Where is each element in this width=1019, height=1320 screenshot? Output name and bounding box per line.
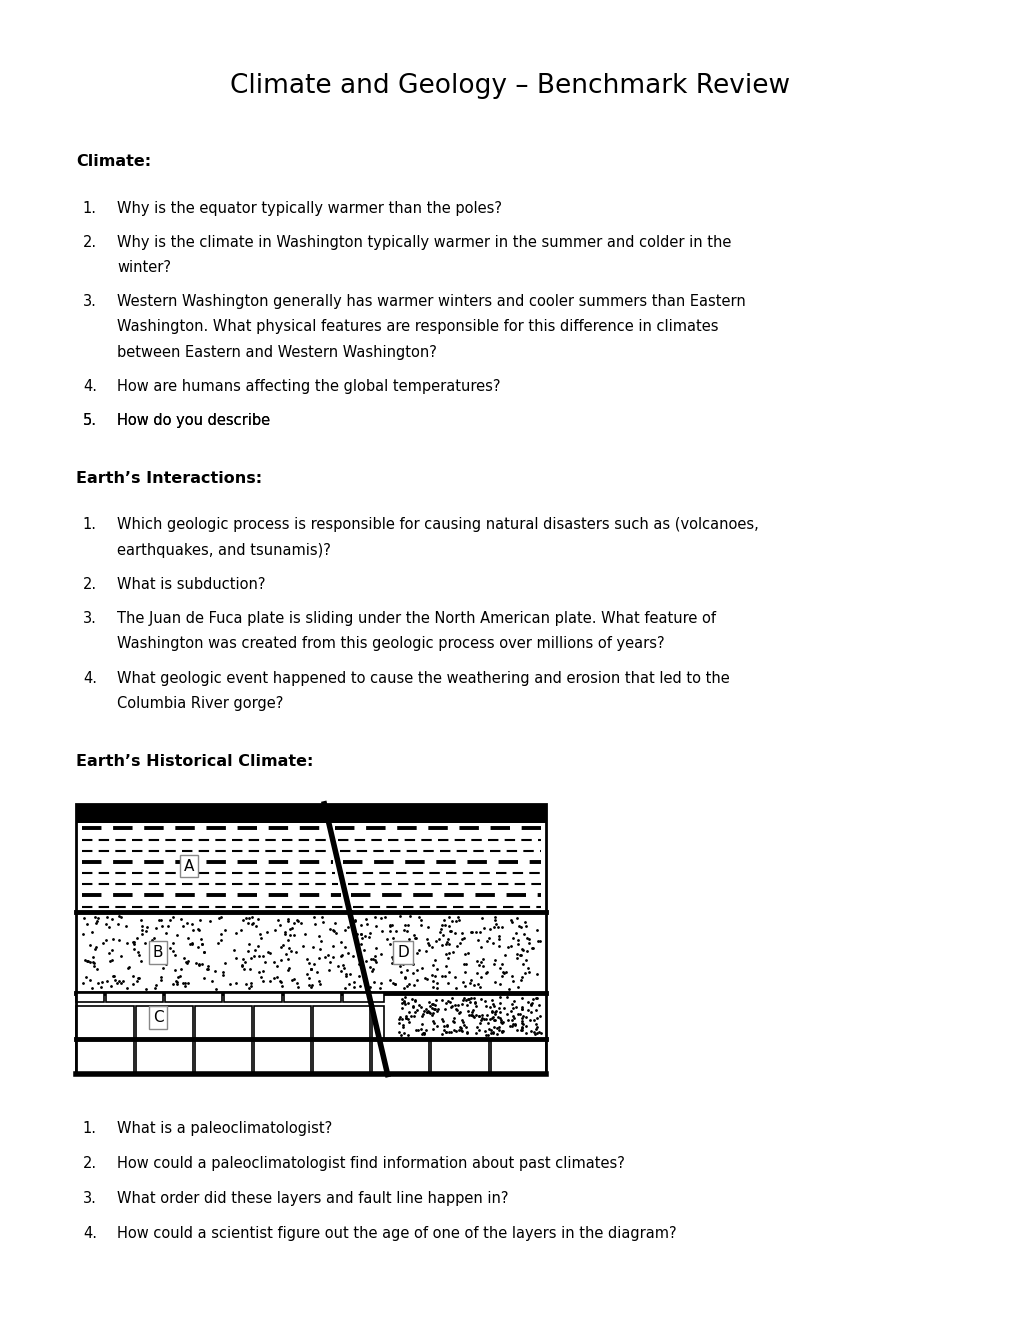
Text: How do you describe climate: How do you describe climate [117, 413, 329, 428]
Text: Columbia River gorge?: Columbia River gorge? [117, 696, 283, 710]
Bar [76, 804, 545, 1074]
Bar [283, 994, 340, 1002]
Text: Earth’s Interactions:: Earth’s Interactions: [76, 471, 262, 486]
Text: earthquakes, and tsunamis)?: earthquakes, and tsunamis)? [117, 543, 331, 557]
Text: Washington was created from this geologic process over millions of years?: Washington was created from this geologi… [117, 636, 664, 651]
Bar [106, 994, 163, 1002]
Text: Why is the equator typically warmer than the poles?: Why is the equator typically warmer than… [117, 201, 501, 215]
Bar [76, 1006, 133, 1039]
Text: Why is the climate in Washington typically warmer in the summer and colder in th: Why is the climate in Washington typical… [117, 235, 731, 249]
Text: 1.: 1. [83, 201, 97, 215]
Bar [76, 994, 545, 1039]
Text: winter?: winter? [117, 260, 171, 275]
Text: 5.: 5. [83, 413, 97, 428]
Bar [342, 994, 384, 1002]
Text: What geologic event happened to cause the weathering and erosion that led to the: What geologic event happened to cause th… [117, 671, 730, 685]
Text: A: A [183, 858, 194, 874]
Text: 4.: 4. [83, 379, 97, 393]
Bar [76, 912, 545, 994]
Bar [76, 994, 104, 1002]
Bar [136, 1006, 193, 1039]
Bar [76, 1039, 133, 1074]
Text: 2.: 2. [83, 577, 97, 591]
Text: 3.: 3. [83, 1191, 97, 1206]
Text: Climate and Geology – Benchmark Review: Climate and Geology – Benchmark Review [229, 73, 790, 99]
Bar [372, 1006, 384, 1039]
Bar [76, 804, 545, 1074]
Bar [490, 1039, 545, 1074]
Text: 1.: 1. [83, 1121, 97, 1135]
Bar [136, 1039, 193, 1074]
Text: 2.: 2. [83, 1156, 97, 1171]
Text: Which geologic process is responsible for causing natural disasters such as (vol: Which geologic process is responsible fo… [117, 517, 758, 532]
Text: B: B [153, 945, 163, 960]
Text: 5.: 5. [83, 413, 97, 428]
Bar [76, 822, 545, 912]
Text: 4.: 4. [83, 671, 97, 685]
Text: How do you describe: How do you describe [117, 413, 275, 428]
Text: 4.: 4. [83, 1226, 97, 1241]
Text: 2.: 2. [83, 235, 97, 249]
Text: between Eastern and Western Washington?: between Eastern and Western Washington? [117, 345, 437, 359]
Bar [76, 804, 545, 822]
Text: 3.: 3. [83, 294, 97, 309]
Text: How could a scientist figure out the age of one of the layers in the diagram?: How could a scientist figure out the age… [117, 1226, 677, 1241]
Bar [76, 1039, 545, 1074]
Text: Earth’s Historical Climate:: Earth’s Historical Climate: [76, 754, 314, 768]
Text: The Juan de Fuca plate is sliding under the North American plate. What feature o: The Juan de Fuca plate is sliding under … [117, 611, 715, 626]
Bar [254, 1006, 311, 1039]
Text: What order did these layers and fault line happen in?: What order did these layers and fault li… [117, 1191, 508, 1206]
Bar [195, 1006, 252, 1039]
Text: How are humans affecting the global temperatures?: How are humans affecting the global temp… [117, 379, 500, 393]
Text: C: C [153, 1010, 163, 1026]
Text: What is a paleoclimatologist?: What is a paleoclimatologist? [117, 1121, 332, 1135]
Text: How could a paleoclimatologist find information about past climates?: How could a paleoclimatologist find info… [117, 1156, 625, 1171]
Text: How do you describe climate?: How do you describe climate? [117, 413, 336, 428]
Bar [313, 1039, 370, 1074]
Bar [254, 1039, 311, 1074]
Bar [224, 994, 281, 1002]
Text: Western Washington generally has warmer winters and cooler summers than Eastern: Western Washington generally has warmer … [117, 294, 745, 309]
Text: 3.: 3. [83, 611, 97, 626]
Bar [165, 994, 222, 1002]
Text: Climate:: Climate: [76, 154, 152, 169]
Bar [431, 1039, 488, 1074]
Text: D: D [396, 945, 409, 960]
Text: Washington. What physical features are responsible for this difference in climat: Washington. What physical features are r… [117, 319, 718, 334]
Bar [195, 1039, 252, 1074]
Bar [313, 1006, 370, 1039]
Text: 1.: 1. [83, 517, 97, 532]
Text: How do you describe: How do you describe [117, 413, 275, 428]
Text: What is subduction?: What is subduction? [117, 577, 266, 591]
Bar [372, 1039, 429, 1074]
